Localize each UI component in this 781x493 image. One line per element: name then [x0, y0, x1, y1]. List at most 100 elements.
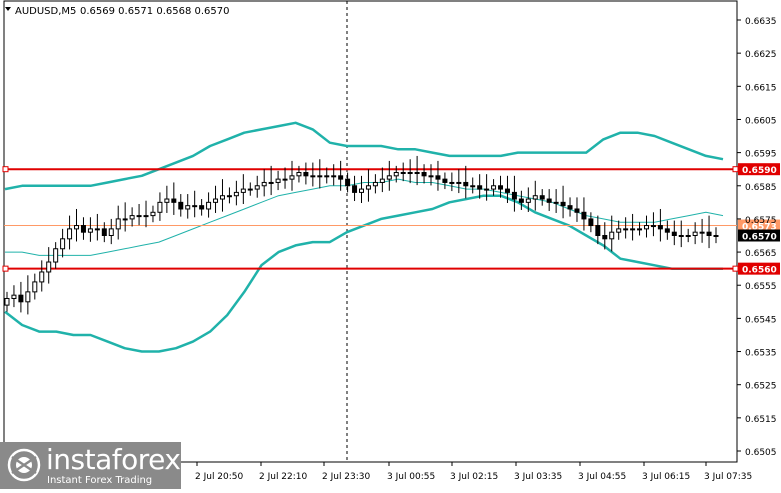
candle-body	[379, 178, 385, 183]
candle	[101, 222, 107, 243]
candle-body	[699, 231, 705, 234]
candle-body	[435, 175, 441, 180]
candle	[623, 217, 629, 239]
x-tick-label: 2 Jul 22:10	[259, 472, 308, 482]
y-tick-label: 0.6595	[745, 150, 777, 160]
x-tick-label: 2 Jul 20:50	[195, 472, 244, 482]
candle	[498, 175, 504, 198]
candle-body	[456, 181, 462, 184]
candle-body	[60, 238, 66, 250]
bollinger-upper-line	[4, 121, 724, 191]
candle-body	[581, 211, 587, 220]
candle-body	[199, 205, 205, 210]
candle	[470, 177, 476, 194]
candle	[518, 190, 524, 210]
candle-body	[609, 231, 615, 240]
candle	[171, 182, 177, 215]
candle	[199, 199, 205, 216]
x-tick-label: 3 Jul 06:15	[642, 472, 690, 482]
candle-body	[4, 297, 10, 306]
candle-body	[386, 175, 392, 180]
candle-body	[713, 235, 719, 237]
candle	[414, 155, 420, 186]
candle	[338, 160, 344, 191]
candle	[525, 187, 531, 212]
candle	[317, 159, 323, 189]
y-tick-label: 0.6605	[745, 116, 777, 126]
logo-title: instaforex	[46, 443, 181, 476]
candle-body	[206, 201, 212, 210]
candle	[164, 185, 170, 213]
candle-body	[664, 228, 670, 233]
current-price-label: 0.6570	[742, 233, 777, 243]
candle-body	[115, 218, 121, 230]
candle-body	[240, 188, 246, 193]
candle	[32, 273, 38, 300]
candle-body	[136, 215, 142, 218]
candle	[233, 180, 239, 206]
candle-body	[352, 185, 358, 193]
x-tick-label: 3 Jul 02:15	[450, 472, 498, 482]
candle	[46, 247, 52, 284]
candle-body	[588, 218, 594, 227]
candle	[379, 167, 385, 193]
candle-body	[491, 185, 497, 190]
candle-body	[164, 198, 170, 203]
candle-body	[185, 205, 191, 210]
candle	[268, 165, 274, 196]
candle-body	[46, 261, 52, 273]
candle	[129, 207, 135, 227]
candle-body	[143, 215, 149, 218]
candle	[560, 185, 566, 219]
candle	[616, 220, 622, 240]
candle-body	[268, 181, 274, 184]
candle-body	[560, 201, 566, 207]
x-tick-label: 3 Jul 00:55	[387, 472, 435, 482]
y-tick-label: 0.6535	[745, 349, 777, 359]
plot-border	[3, 0, 738, 463]
prior-price-tag	[738, 219, 780, 232]
candle	[532, 180, 538, 211]
candle-body	[296, 172, 302, 177]
candle	[247, 182, 253, 196]
candle	[115, 205, 121, 240]
candle	[463, 165, 469, 199]
candle-body	[345, 178, 351, 187]
candle-body	[94, 228, 100, 231]
candle	[157, 192, 163, 221]
candle-body	[567, 205, 573, 210]
candle	[650, 212, 656, 237]
candle	[310, 162, 316, 187]
candle-body	[539, 195, 545, 200]
candle-body	[53, 248, 59, 263]
candle	[150, 205, 156, 223]
y-tick-label: 0.6575	[745, 216, 777, 226]
candle-body	[463, 181, 469, 187]
dropdown-triangle-icon[interactable]	[5, 7, 11, 11]
candle	[602, 222, 608, 250]
candle-body	[67, 228, 73, 240]
candle-body	[303, 172, 309, 177]
candle	[699, 218, 705, 243]
candle-body	[657, 225, 663, 230]
candle-body	[80, 225, 86, 233]
candle	[289, 160, 295, 191]
candle-body	[365, 185, 371, 190]
candle-body	[150, 211, 156, 217]
candle	[296, 165, 302, 183]
candle-body	[650, 225, 656, 228]
x-tick-label: 2 Jul 23:30	[322, 472, 371, 482]
candle-body	[442, 178, 448, 183]
x-tick-label: 3 Jul 03:35	[514, 472, 562, 482]
bollinger-middle-line	[5, 178, 724, 256]
candle	[136, 204, 142, 226]
candle-body	[630, 228, 636, 231]
logo-subtitle: Instant Forex Trading	[47, 475, 153, 486]
symbol-label: AUDUSD,M5	[15, 6, 76, 17]
candle-body	[129, 215, 135, 220]
candle	[637, 222, 643, 236]
candle	[553, 189, 559, 213]
level-handle-left	[2, 265, 9, 272]
candle	[713, 227, 719, 244]
